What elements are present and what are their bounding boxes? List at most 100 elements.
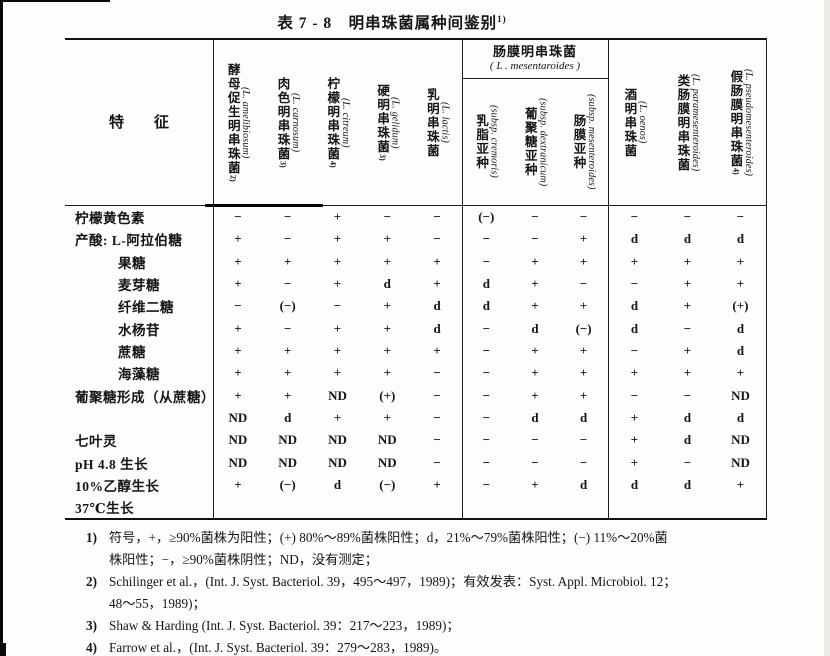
value-cell: +: [630, 253, 639, 269]
table-caption: 表 7 - 8 明串珠菌属种间鉴别1): [0, 11, 784, 33]
value-cell: +: [579, 343, 588, 359]
footnote-number: 2): [86, 574, 97, 589]
scan-edge-artifact-corner: [0, 643, 6, 656]
value-cell: (−): [279, 476, 296, 492]
value-cell: d: [482, 298, 490, 314]
table-row-13: 10%乙醇生长 + (−) d (−) + − + d d d +: [65, 474, 767, 496]
value-cell: −: [531, 231, 539, 247]
value-cell: ND: [328, 454, 347, 470]
value-cell: −: [579, 276, 588, 292]
value-cell: −: [531, 432, 539, 448]
value-cell: +: [579, 298, 588, 314]
value-cell: +: [433, 253, 441, 269]
species-chinese-name: 硬明串珠菌3): [375, 84, 390, 161]
value-cell: +: [683, 276, 692, 292]
footnote-continuation: 株阳性；−，≥90%菌株阴性；ND，没有测定；: [109, 552, 378, 567]
footnote-ref: 3): [378, 154, 388, 161]
column-header-6: 乳脂亚种 (subsp. cremoris): [462, 81, 511, 203]
value-cell: +: [333, 209, 342, 225]
table-rule-dark-segment: [205, 204, 323, 207]
footnote-line: 1) 符号，+，≥90%菌株为阳性；(+) 80%～89%菌株阳性；d，21%～7…: [86, 527, 792, 549]
footnote-ref: 3): [278, 161, 288, 168]
value-cell: +: [234, 476, 242, 492]
column-header-5: 乳明串珠菌 (L. lactis): [412, 42, 462, 203]
value-cell: +: [531, 387, 539, 403]
table-caption-text: 表 7 - 8 明串珠菌属种间鉴别: [277, 15, 498, 32]
footnote-3: 3) Shaw & Harding (Int. J. Syst. Bacterio…: [86, 615, 792, 637]
value-cell: +: [683, 343, 692, 359]
value-cell: −: [482, 343, 491, 359]
table-rule-vertical-2: [462, 38, 464, 519]
footnote-line: 4) Farrow et al.，(Int. J. Syst. Bacteriol…: [86, 637, 792, 656]
row-label: 柠檬黄色素: [75, 211, 145, 227]
value-cell: −: [482, 320, 491, 336]
value-cell: ND: [377, 432, 397, 448]
value-cell: d: [683, 409, 692, 425]
footnote-ref: 4): [731, 168, 741, 175]
value-cell: −: [482, 476, 491, 492]
footnote-ref-1: 1): [497, 13, 507, 24]
species-chinese-name: 肉色明串珠菌3): [275, 77, 290, 168]
column-header-8: 肠膜亚种 (subsp. mesenteroides): [559, 81, 608, 203]
value-cell: d: [333, 476, 342, 492]
footnote-ref: 2): [228, 175, 238, 182]
table-rule-vertical-3: [608, 38, 610, 519]
row-label: 水杨苷: [118, 322, 160, 338]
value-cell: +: [531, 253, 539, 269]
value-cell: −: [630, 276, 639, 292]
value-cell: d: [433, 298, 441, 314]
column-header-1: 酵母促生明串珠菌2) (L. amelibiosum): [213, 42, 263, 203]
scan-edge-artifact-top: [0, 0, 110, 2]
table-rule-header-separator: [65, 205, 767, 207]
value-cell: +: [579, 253, 588, 269]
value-cell: −: [482, 253, 491, 269]
value-cell: (−): [575, 320, 592, 336]
value-cell: d: [482, 276, 490, 292]
species-chinese-name: 假肠膜明串珠菌4): [728, 70, 743, 175]
column-header-10: 类肠膜明串珠菌 (L. paramesenteroides): [661, 42, 714, 203]
value-cell: ND: [278, 432, 298, 448]
value-cell: +: [383, 365, 391, 381]
species-chinese-name: 乳明串珠菌: [424, 87, 439, 158]
value-cell: +: [333, 253, 342, 269]
value-cell: +: [333, 276, 342, 292]
value-cell: −: [482, 409, 491, 425]
value-cell: −: [630, 387, 639, 403]
table-row-11: 七叶灵 ND ND ND ND − − − − + d ND: [65, 429, 767, 451]
species-chinese-name: 柠檬明串珠菌4): [325, 77, 340, 168]
column-header-3: 柠檬明串珠菌4) (L. citreum): [313, 42, 363, 203]
value-cell: −: [531, 454, 539, 470]
value-cell: −: [433, 387, 441, 403]
value-cell: ND: [228, 432, 248, 448]
footnote-text: 符号，+，≥90%菌株为阳性；(+) 80%～89%菌株阳性；d，21%～79%…: [109, 530, 668, 545]
row-label: 产酸: L-阿拉伯糖: [75, 233, 183, 249]
value-cell: +: [579, 231, 588, 247]
footnote-text: Schilinger et al.，(Int. J. Syst. Bacteri…: [109, 574, 677, 589]
species-chinese-name: 葡聚糖亚种: [522, 107, 537, 177]
value-cell: −: [482, 454, 491, 470]
value-cell: ND: [731, 387, 750, 403]
value-cell: (−): [379, 476, 396, 492]
value-cell: −: [736, 209, 745, 225]
value-cell: +: [579, 365, 588, 381]
table-row-7: 蔗糖 + + + + + − + + − + d: [65, 340, 767, 362]
species-latin-name: (L. oenos): [636, 101, 648, 144]
value-cell: +: [383, 409, 391, 425]
value-cell: +: [531, 365, 539, 381]
species-chinese-name: 乳脂亚种: [474, 114, 489, 170]
scan-edge-artifact-right: [824, 0, 830, 656]
value-cell: +: [683, 365, 692, 381]
value-cell: +: [683, 253, 692, 269]
feature-column-header: 特 征: [65, 38, 213, 205]
row-label: 麦芽糖: [118, 278, 160, 294]
footnote-ref: 4): [328, 161, 338, 168]
table-body: 柠檬黄色素 − − + − − (−) − − − − − 产酸: L-阿拉伯糖 + − + + − − − + d d d 果…: [65, 206, 767, 518]
value-cell: +: [383, 343, 391, 359]
value-cell: −: [579, 209, 588, 225]
value-cell: ND: [731, 432, 750, 448]
footnote-text: Farrow et al.，(Int. J. Syst. Bacteriol. …: [109, 640, 448, 655]
species-chinese-name: 类肠膜明串珠菌: [675, 73, 690, 172]
value-cell: d: [630, 298, 639, 314]
value-cell: d: [630, 231, 639, 247]
value-cell: +: [630, 365, 639, 381]
